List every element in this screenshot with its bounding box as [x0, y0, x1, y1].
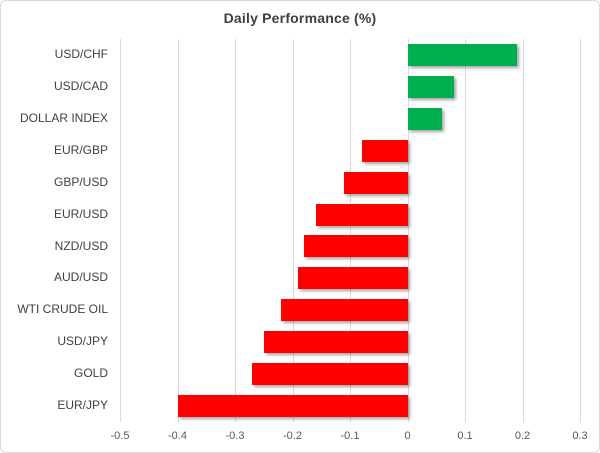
- gridline: [177, 39, 179, 422]
- x-tick-label: -0.1: [340, 430, 360, 442]
- chart-bar: [298, 267, 408, 290]
- gridline: [522, 39, 524, 422]
- chart-bar: [407, 107, 442, 130]
- chart-bar: [361, 139, 408, 162]
- chart-bar: [407, 43, 517, 66]
- x-tick-label: -0.4: [168, 430, 187, 442]
- category-label: EUR/USD: [53, 206, 108, 221]
- category-label: AUD/USD: [53, 270, 108, 285]
- x-tick-label: 0: [404, 430, 411, 442]
- x-tick-label: 0.3: [572, 430, 588, 442]
- gridline: [350, 39, 351, 422]
- category-label: WTI CRUDE OIL: [17, 302, 108, 317]
- gridline: [292, 39, 294, 422]
- gridline: [580, 39, 581, 422]
- x-tick-label: -0.3: [225, 430, 245, 442]
- chart-bar: [315, 203, 408, 226]
- gridline: [465, 39, 466, 422]
- category-label: USD/CAD: [53, 78, 108, 93]
- x-tick-label: 0.1: [457, 430, 473, 442]
- category-label: USD/CHF: [54, 47, 108, 61]
- chart-bar: [281, 299, 408, 322]
- category-label: USD/JPY: [57, 334, 108, 349]
- gridline: [235, 39, 236, 422]
- category-label: GBP/USD: [53, 174, 108, 189]
- x-tick-label: -0.2: [283, 430, 302, 442]
- chart-bar: [252, 363, 408, 386]
- chart-bar: [344, 171, 408, 194]
- category-label: DOLLAR INDEX: [19, 110, 108, 125]
- chart-bar: [304, 235, 408, 258]
- category-label: EUR/JPY: [57, 398, 108, 413]
- chart-bar: [177, 395, 408, 418]
- chart-bar: [407, 75, 454, 98]
- x-tick-label: -0.5: [110, 430, 130, 442]
- gridline: [120, 39, 121, 422]
- chart-bar: [263, 331, 408, 354]
- gridline: [407, 39, 409, 422]
- category-label: EUR/GBP: [53, 142, 108, 157]
- chart-title: Daily Performance (%): [223, 10, 377, 26]
- category-label: GOLD: [73, 366, 108, 381]
- category-label: NZD/USD: [54, 238, 108, 253]
- x-tick-label: 0.2: [514, 430, 531, 442]
